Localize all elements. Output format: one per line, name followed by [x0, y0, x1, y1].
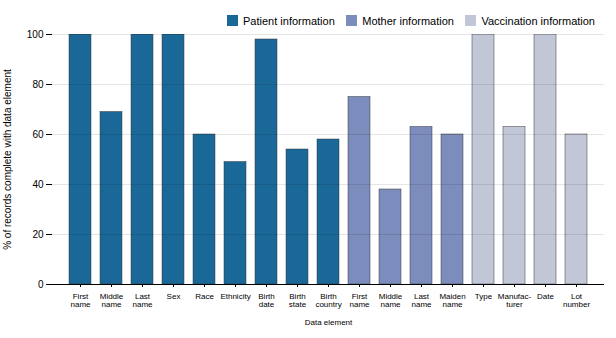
svg-text:Lastname: Lastname: [411, 292, 432, 309]
svg-text:100: 100: [27, 29, 44, 40]
svg-text:Maidenname: Maidenname: [439, 292, 465, 309]
svg-text:80: 80: [32, 79, 44, 90]
svg-text:Middlename: Middlename: [100, 292, 124, 309]
html-text:Vaccination information: Vaccination information: [481, 14, 595, 27]
svg-text:Type: Type: [475, 292, 493, 301]
svg-text:0: 0: [38, 279, 44, 290]
html-text:Patient information: Patient information: [243, 14, 335, 27]
svg-text:% of records complete with dat: % of records complete with data element: [2, 69, 13, 250]
svg-text:Birthdate: Birthdate: [258, 292, 275, 309]
svg-text:Date: Date: [537, 292, 554, 301]
svg-text:20: 20: [32, 229, 44, 240]
svg-text:Firstname: Firstname: [70, 292, 91, 309]
svg-text:Birthstate: Birthstate: [289, 292, 307, 309]
svg-text:Firstname: Firstname: [349, 292, 370, 309]
svg-text:Data element: Data element: [305, 318, 353, 327]
svg-text:Race: Race: [195, 292, 214, 301]
svg-text:Middlename: Middlename: [379, 292, 403, 309]
svg-text:Ethnicity: Ethnicity: [220, 292, 250, 301]
svg-text:40: 40: [32, 179, 44, 190]
svg-text:60: 60: [32, 129, 44, 140]
svg-text:Manufac-turer: Manufac-turer: [498, 292, 532, 309]
svg-text:Birthcountry: Birthcountry: [315, 292, 341, 309]
svg-text:Lotnumber: Lotnumber: [563, 292, 590, 309]
svg-text:Lastname: Lastname: [132, 292, 153, 309]
html-text:Mother information: Mother information: [362, 14, 454, 27]
svg-text:Sex: Sex: [167, 292, 181, 301]
